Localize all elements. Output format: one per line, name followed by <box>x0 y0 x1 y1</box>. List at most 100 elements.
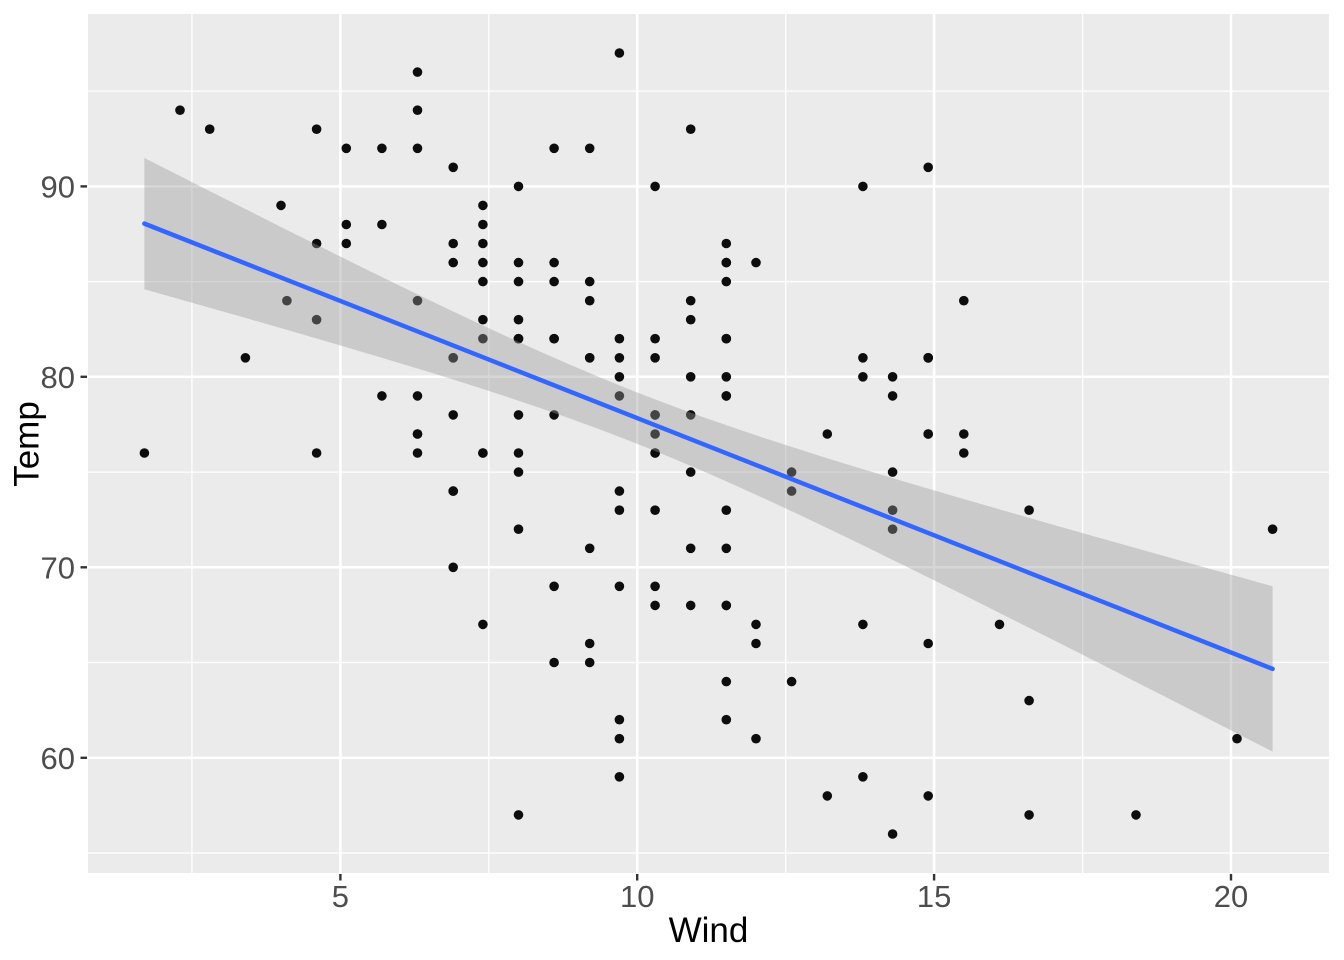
data-point <box>858 772 868 782</box>
data-point <box>412 105 423 115</box>
x-tick-label: 10 <box>620 879 654 914</box>
data-point <box>549 410 559 420</box>
y-axis-title: Temp <box>7 401 47 487</box>
data-point <box>685 467 696 477</box>
data-point <box>923 638 933 649</box>
data-point <box>448 562 459 573</box>
data-point <box>513 467 524 477</box>
data-point <box>923 162 933 173</box>
data-point <box>478 238 488 249</box>
data-point <box>549 657 559 668</box>
data-point <box>887 391 898 401</box>
data-point <box>448 486 459 496</box>
data-point <box>549 257 559 268</box>
data-point <box>786 486 797 496</box>
data-point <box>685 600 696 611</box>
data-point <box>478 200 488 211</box>
data-point <box>341 238 352 249</box>
data-point <box>786 676 797 687</box>
data-point <box>448 238 459 249</box>
data-point <box>685 543 696 554</box>
data-point <box>478 619 488 630</box>
data-point <box>584 353 595 363</box>
data-point <box>721 505 732 515</box>
data-point <box>887 505 898 515</box>
data-point <box>377 143 387 154</box>
y-axis: 60 70 80 90 <box>41 169 87 776</box>
data-point <box>923 791 933 801</box>
data-point <box>1267 524 1278 534</box>
data-point <box>448 353 459 363</box>
data-point <box>513 181 524 192</box>
data-point <box>1024 695 1034 706</box>
data-point <box>478 448 488 458</box>
data-point <box>584 295 595 306</box>
data-point <box>994 619 1005 630</box>
data-point <box>478 257 488 268</box>
data-point <box>721 333 732 344</box>
data-point <box>822 429 833 439</box>
data-point <box>614 772 625 782</box>
data-point <box>822 791 833 801</box>
data-point <box>584 638 595 649</box>
data-point <box>614 714 625 725</box>
confidence-ribbon <box>144 158 1273 752</box>
regression-line <box>142 221 1275 672</box>
data-point <box>513 448 524 458</box>
data-point <box>341 143 352 154</box>
data-point <box>513 314 524 325</box>
data-point <box>959 448 969 458</box>
data-point <box>959 295 969 306</box>
data-point <box>650 581 660 592</box>
data-point <box>685 124 696 134</box>
data-point <box>412 391 423 401</box>
data-point <box>721 276 732 287</box>
data-point <box>549 581 559 592</box>
data-point <box>650 429 660 439</box>
data-point <box>721 714 732 725</box>
data-point <box>887 524 898 534</box>
y-tick-label: 80 <box>41 360 75 395</box>
data-point <box>721 543 732 554</box>
data-point <box>614 48 625 58</box>
data-point <box>650 353 660 363</box>
data-point <box>311 238 322 249</box>
data-point <box>959 429 969 439</box>
data-point <box>412 295 423 306</box>
data-point <box>685 295 696 306</box>
data-point <box>478 333 488 344</box>
data-point <box>751 638 761 649</box>
data-points <box>139 48 1278 839</box>
y-tick-label: 60 <box>41 741 75 776</box>
data-point <box>650 181 660 192</box>
y-tick-label: 70 <box>41 550 75 585</box>
data-point <box>584 276 595 287</box>
data-point <box>650 448 660 458</box>
data-point <box>448 257 459 268</box>
data-point <box>412 67 423 77</box>
grid-major <box>88 14 1329 873</box>
data-point <box>549 143 559 154</box>
data-point <box>584 543 595 554</box>
data-point <box>721 238 732 249</box>
data-point <box>513 333 524 344</box>
data-point <box>240 353 251 363</box>
data-point <box>786 467 797 477</box>
data-point <box>175 105 185 115</box>
data-point <box>311 448 322 458</box>
data-point <box>923 353 933 363</box>
data-point <box>412 448 423 458</box>
data-point <box>513 524 524 534</box>
data-point <box>1024 810 1034 820</box>
data-point <box>412 143 423 154</box>
data-point <box>448 410 459 420</box>
data-point <box>614 581 625 592</box>
x-tick-label: 20 <box>1214 879 1248 914</box>
data-point <box>276 200 286 211</box>
data-point <box>478 276 488 287</box>
data-point <box>650 505 660 515</box>
data-point <box>377 219 387 230</box>
data-point <box>614 733 625 744</box>
data-point <box>614 353 625 363</box>
